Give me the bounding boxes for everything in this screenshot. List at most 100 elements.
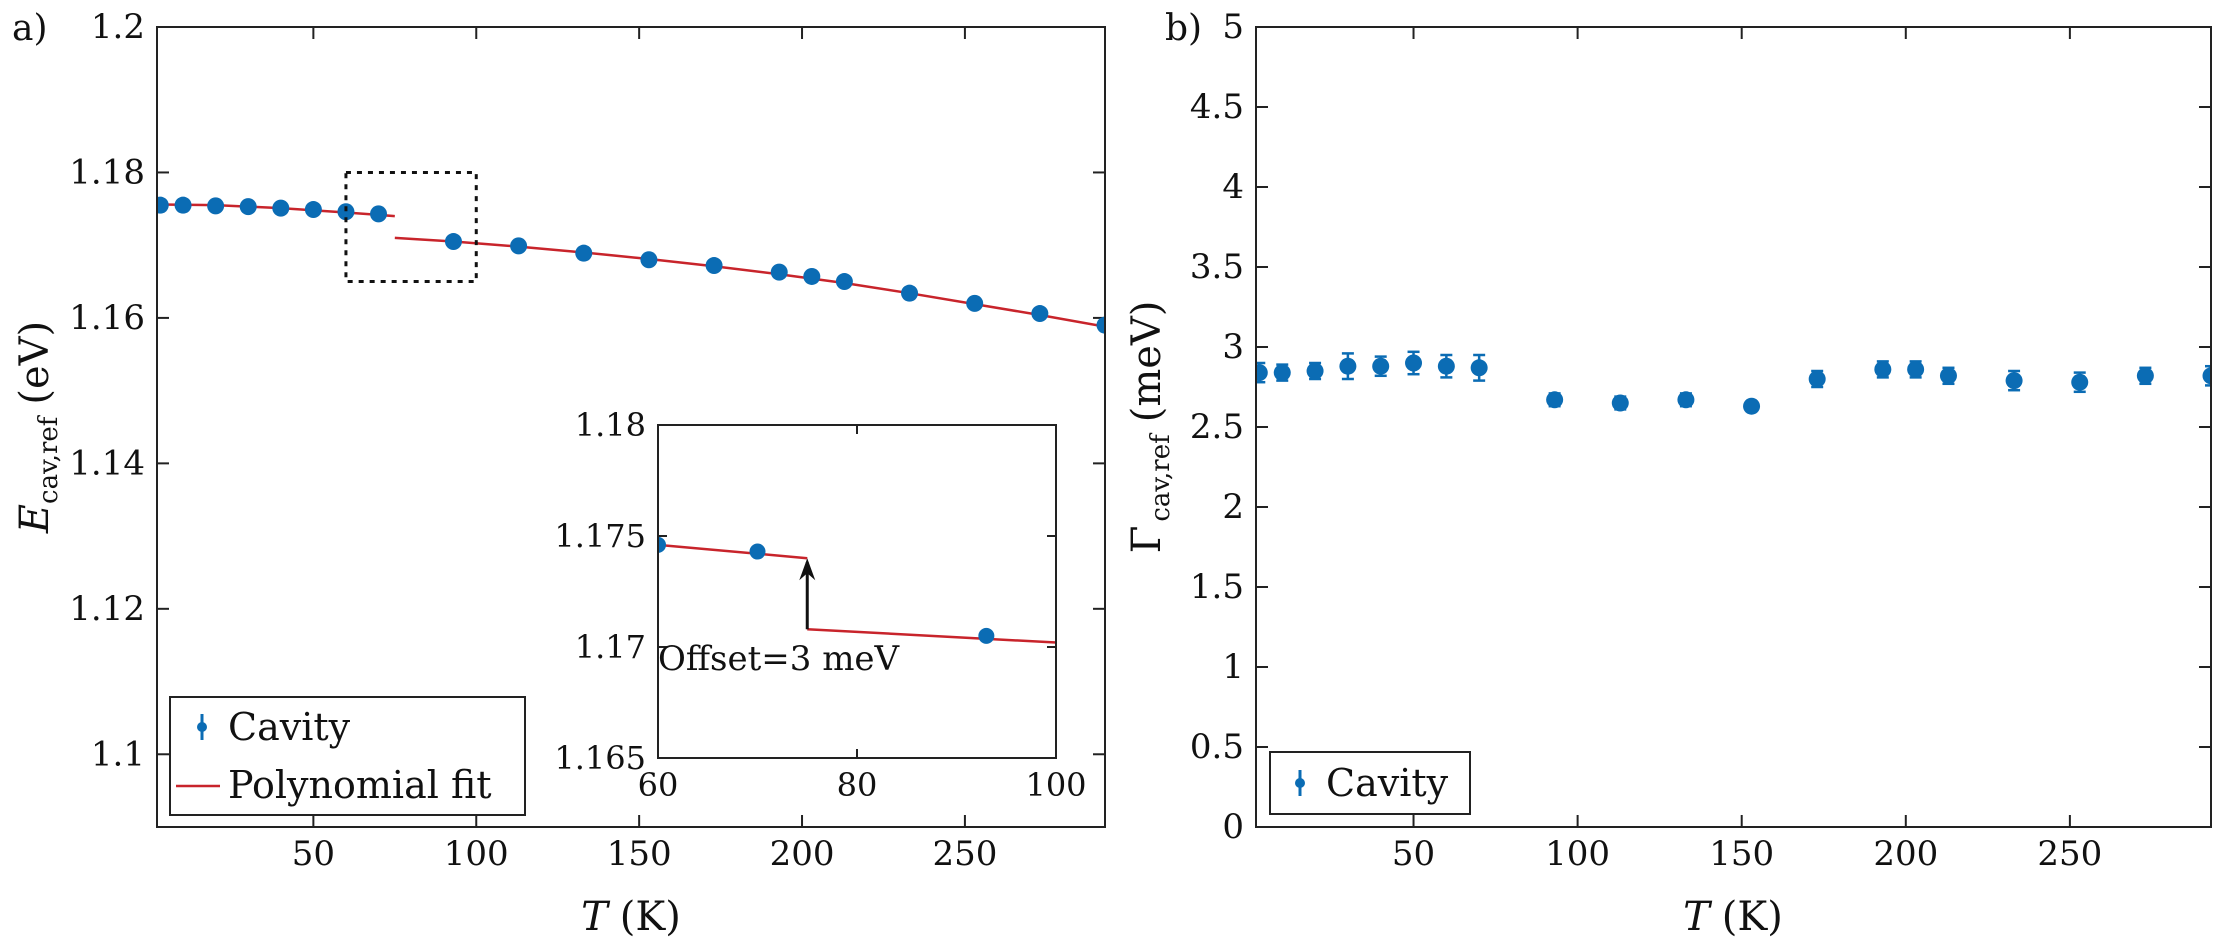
panel-b-label: b): [1165, 8, 1202, 49]
panel-b-x-tick-label: 250: [2037, 834, 2102, 874]
panel-a-x-tick-label: 250: [932, 834, 997, 874]
inset-data-point: [749, 543, 766, 560]
inset-x-tick-label: 80: [837, 766, 878, 804]
data-point: [304, 201, 322, 219]
data-point: [1273, 364, 1291, 382]
data-point: [1031, 305, 1049, 323]
data-point: [1306, 362, 1324, 380]
zoom-region-box: [344, 170, 478, 284]
data-point: [1907, 360, 1925, 378]
panel-b-y-var: Γ: [1124, 526, 1170, 554]
offset-arrow-head-icon: [799, 558, 816, 581]
data-point: [1677, 391, 1695, 409]
data-point: [1939, 367, 1957, 385]
inset-axes-box: [657, 424, 1057, 759]
panel-b-y-tick-label: 3.5: [1190, 247, 1244, 287]
data-point: [1470, 359, 1488, 377]
inset-fit-line-segment: [658, 543, 808, 560]
data-point: [640, 251, 658, 269]
panel-b-y-tick-label: 0.5: [1190, 727, 1244, 767]
data-point: [174, 196, 192, 214]
panel-a-x-tick-label: 200: [770, 834, 835, 874]
panel-b-x-var: T: [1683, 894, 1713, 940]
panel-b-y-sub: cav,ref: [1146, 432, 1176, 522]
panel-a-x-tick-label: 50: [292, 834, 335, 874]
data-point: [239, 198, 257, 216]
panel-a-x-tick-label: 100: [444, 834, 509, 874]
data-point: [272, 199, 290, 217]
data-point: [705, 257, 723, 275]
panel-b-y-tick-label: 4: [1222, 167, 1244, 207]
panel-a-y-sub: cav,ref: [34, 414, 64, 504]
panel-a-x-tick-label: 150: [607, 834, 672, 874]
inset-x-tick-label: 100: [1025, 766, 1086, 804]
data-point: [370, 205, 388, 223]
offset-annotation: Offset=3 meV: [658, 639, 901, 679]
inset-plot: 60 80 100 1.165 1.17 1.175 1.18 Offset=3 meV: [554, 406, 1086, 804]
data-point: [575, 244, 593, 262]
panel-a: a) 50 100 150 200 2501.11.121.141.161.181.2 …: [12, 7, 1106, 940]
data-point: [1874, 360, 1892, 378]
inset-y-tick-label: 1.18: [575, 406, 646, 444]
panel-a-legend: Cavity Polynomial fit: [169, 696, 526, 816]
data-point: [2202, 367, 2211, 385]
panel-b-x-tick-label: 50: [1392, 834, 1435, 874]
panel-a-y-tick-label: 1.12: [69, 589, 145, 629]
svg-text:Ecav,ref(eV): Ecav,ref (eV): [12, 321, 64, 534]
svg-text:Γcav,ref(meV): Γcav,ref (meV): [1124, 301, 1176, 554]
panel-b-x-tick-label: 200: [1873, 834, 1938, 874]
panel-b-y-tick-label: 1: [1222, 647, 1244, 687]
panel-b-x-tick-label: 100: [1545, 834, 1610, 874]
panel-b-x-unit: (K): [1722, 894, 1783, 940]
legend-marker-icon: [1295, 778, 1305, 788]
data-point: [2071, 373, 2089, 391]
data-point: [1372, 357, 1390, 375]
data-point: [2005, 372, 2023, 390]
data-point: [1611, 394, 1629, 412]
data-point: [1405, 354, 1423, 372]
data-point: [1096, 316, 1105, 334]
data-point: [1743, 397, 1761, 415]
panel-a-x-label: T (K): [581, 894, 681, 940]
panel-a-y-tick-label: 1.16: [69, 298, 145, 338]
panel-b-x-label: T (K): [1683, 894, 1783, 940]
panel-a-y-tick-label: 1.18: [69, 152, 145, 192]
data-point: [510, 237, 528, 255]
fit-line-segment: [394, 236, 1105, 328]
data-point: [207, 197, 225, 215]
data-point: [157, 196, 169, 214]
data-point: [803, 267, 821, 285]
panel-b-axes-box: [1255, 26, 2212, 828]
panel-b-x-tick-label: 150: [1709, 834, 1774, 874]
panel-a-axes-box: [156, 26, 1106, 828]
panel-a-label: a): [12, 8, 48, 49]
data-point: [901, 284, 919, 302]
data-point: [835, 273, 853, 291]
inset-y-tick-label: 1.165: [554, 739, 646, 777]
inset-y-tick-label: 1.17: [575, 628, 646, 666]
panel-b-legend: Cavity: [1269, 751, 1471, 815]
panel-b-y-tick-label: 3: [1222, 327, 1244, 367]
panel-a-y-label: Ecav,ref (eV): [12, 321, 64, 534]
inset-y-tick-label: 1.175: [554, 517, 646, 555]
panel-a-y-tick-label: 1.2: [91, 7, 145, 47]
panel-b-y-tick-label: 0: [1222, 807, 1244, 847]
panel-b-y-tick-label: 5: [1222, 7, 1244, 47]
data-point: [2136, 367, 2154, 385]
panel-a-x-var: T: [581, 894, 611, 940]
data-point: [1339, 357, 1357, 375]
data-point: [1808, 370, 1826, 388]
inset-fit-line-segment: [807, 627, 1056, 644]
data-point: [966, 294, 984, 312]
data-point: [1256, 364, 1268, 382]
legend-entry-polynomial-fit: Polynomial fit: [228, 763, 492, 807]
panel-a-y-var: E: [12, 504, 58, 534]
panel-b-y-tick-label: 2.5: [1190, 407, 1244, 447]
inset-background: [658, 425, 1056, 758]
inset-data-point: [978, 627, 995, 644]
panel-a-y-tick-label: 1.14: [69, 443, 145, 483]
data-point: [1437, 357, 1455, 375]
legend-entry-cavity: Cavity: [228, 705, 351, 749]
inset-x-tick-label: 60: [638, 766, 679, 804]
